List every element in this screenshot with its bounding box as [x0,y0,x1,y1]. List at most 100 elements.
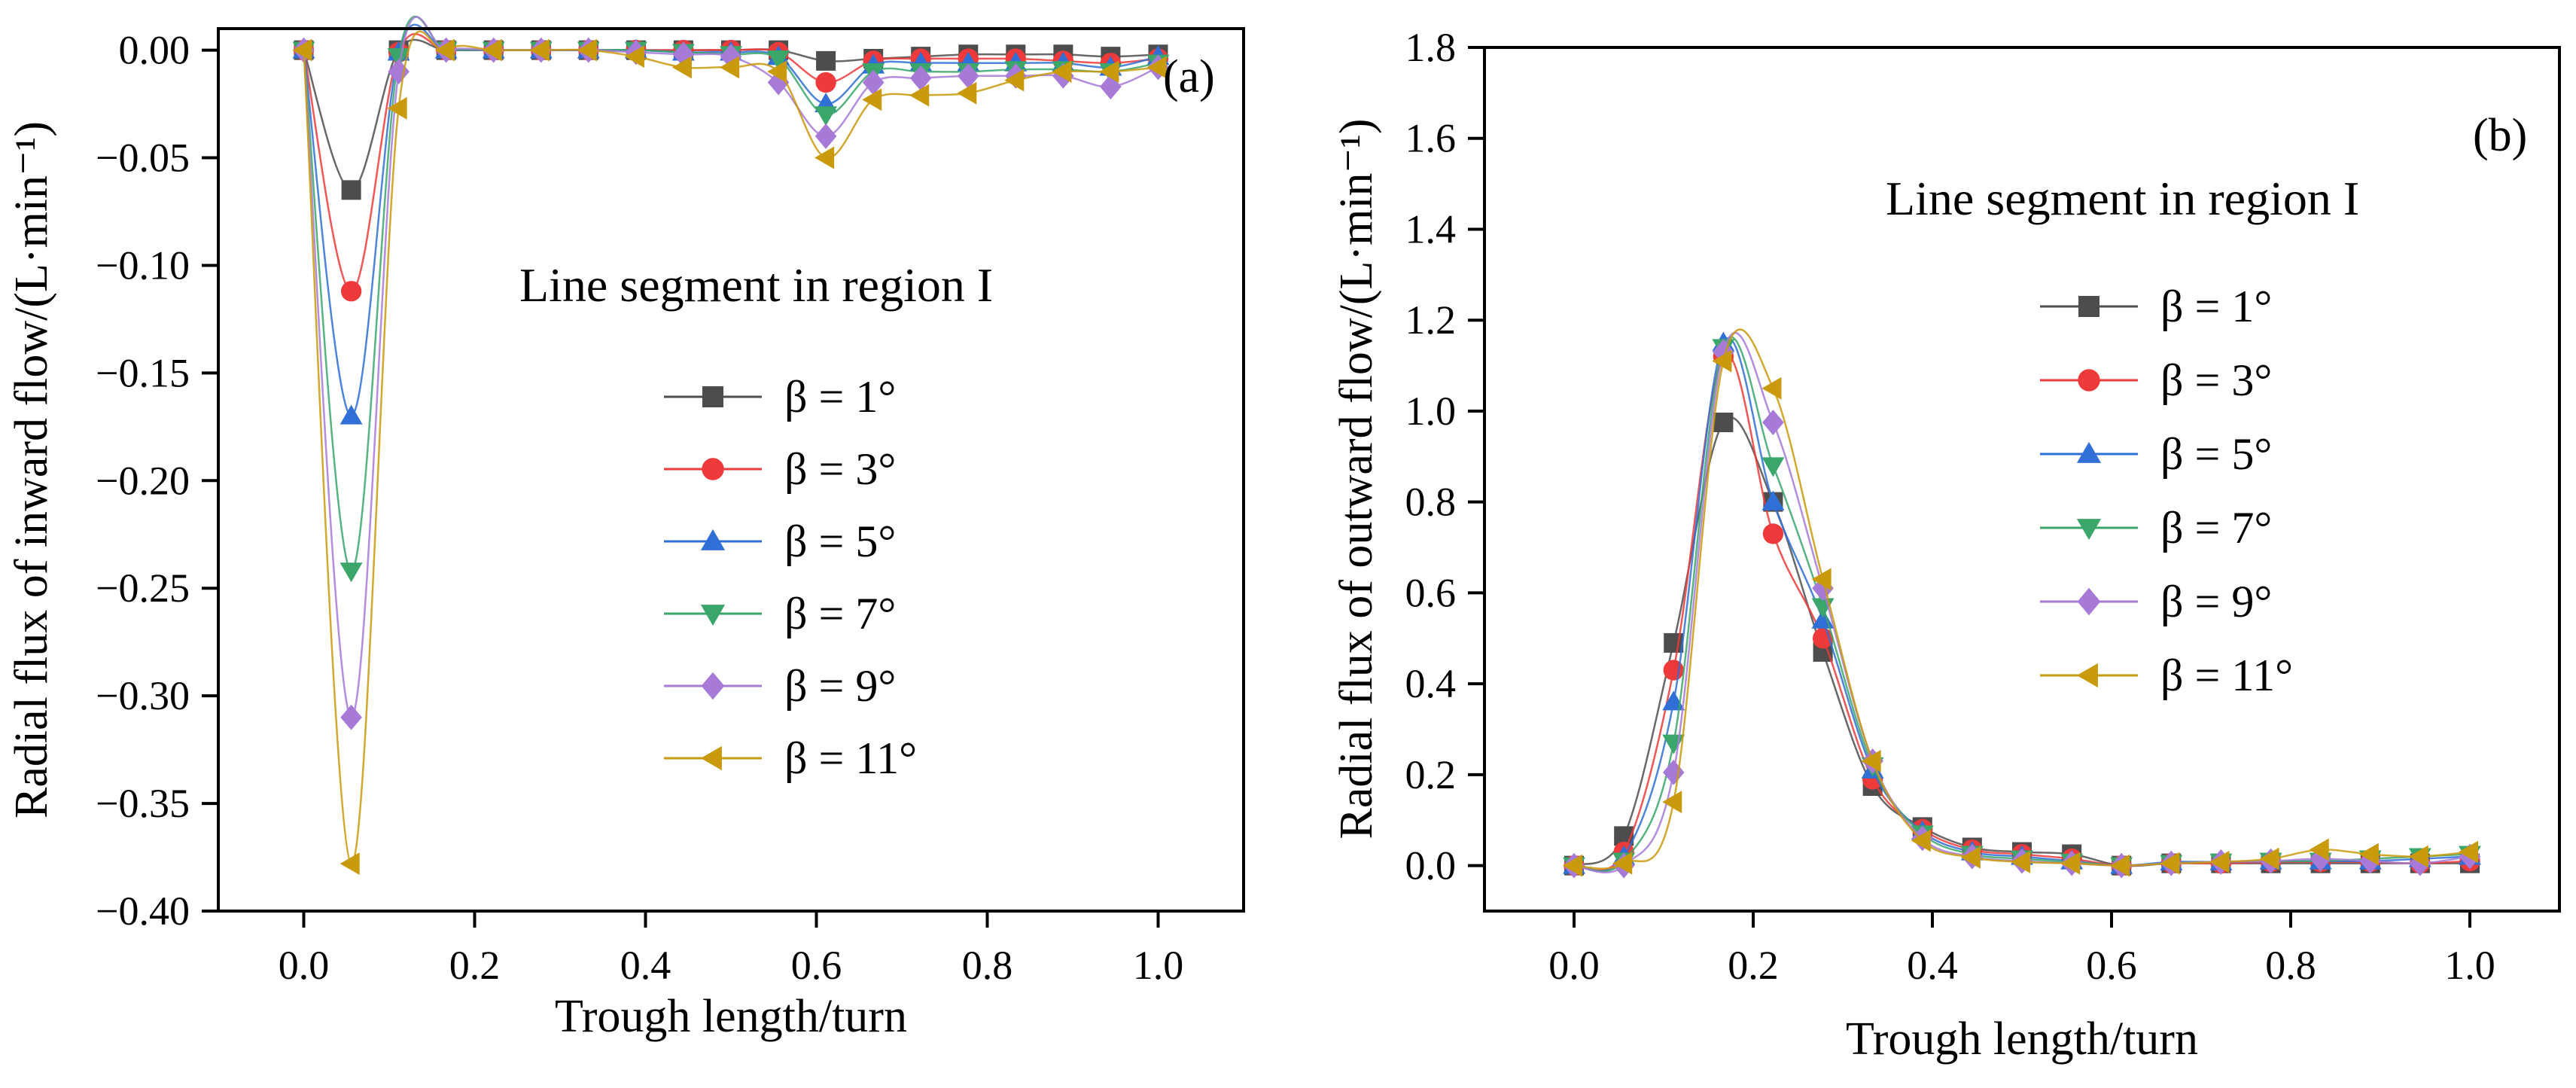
panel-b-data-point [1612,852,1633,875]
panel-b-xtick-label: 0.2 [1728,943,1779,988]
panel-b-xtick-label: 0.8 [2265,943,2316,988]
panel-a-series-3 [292,23,1170,425]
panel-b-data-point [2309,838,2329,861]
panel-b-series-line [1573,337,2471,873]
panel-a-annotation: Line segment in region I [519,258,993,312]
panel-b-data-point [1762,523,1784,544]
panel-b-data-point [2408,845,2428,868]
panel-b-ytick-label: 0.6 [1405,570,1457,615]
panel-b-data-point [1861,749,1881,773]
panel-a-ytick-label: −0.30 [96,673,190,718]
panel-b-data-point [2459,840,2479,864]
panel-a-data-point [340,404,363,425]
panel-b-frame [1483,46,2561,913]
panel-a-legend-marker [702,458,724,480]
panel-a-legend-label: β = 9° [784,661,896,711]
panel-b-xtick-label: 1.0 [2444,943,2495,988]
panel-a-data-point [340,852,360,876]
panel-a-data-point [816,50,836,71]
panel-b-ytick-label: 0.4 [1405,661,1457,706]
panel-b: 0.0 0.2 0.4 0.6 0.8 1.0 0.0 0.2 0.4 0.6 0.8 1.0 1.2 1… [1331,25,2561,1065]
panel-b-data-point [2160,852,2180,875]
panel-a-data-point [388,59,410,85]
panel-a-ytick-label: −0.15 [96,350,190,395]
panel-b-legend-marker [2078,296,2099,317]
panel-a-legend-label: β = 1° [784,372,896,422]
panel-b-series-line [1573,416,2470,867]
panel-b-series-3 [1563,331,2481,874]
panel-a-xtick-label: 0.8 [962,943,1013,988]
panel-a-tag: (a) [1163,51,1215,102]
panel-b-data-point [1662,759,1685,785]
panel-b-legend-marker [2076,441,2102,463]
panel-b-ytick-label: 1.8 [1405,25,1457,70]
panel-b-legend-label: β = 9° [2160,577,2272,626]
panel-a-data-point [767,50,790,70]
panel-a-data-point [340,562,363,583]
panel-a-data-point [767,69,790,96]
panel-a-legend-entry: β = 3° [664,444,896,494]
panel-a-ytick-label: −0.40 [96,888,190,934]
panel-b-xtick-label: 0.6 [2086,943,2137,988]
panel-a: 0.0 0.2 0.4 0.6 0.8 1.0 0.00 −0.05 −0.10 −0.15 −0.… [6,15,1245,1042]
panel-b-data-point [1911,829,1931,852]
panel-a-data-point [815,72,836,93]
panel-a-data-point [624,45,644,69]
panel-b-xtick-label: 0.0 [1548,943,1600,988]
panel-b-data-point [1762,410,1784,435]
panel-a-data-point [340,281,362,302]
panel-a-xtick-label: 0.6 [791,943,842,988]
panel-b-data-point [1664,632,1684,653]
panel-b-data-point [1811,568,1832,591]
panel-b-ytick-label: 0.8 [1405,480,1457,525]
panel-a-ytick-label: 0.00 [119,28,190,73]
panel-b-legend-label: β = 3° [2160,355,2272,405]
panel-b-data-point [1662,791,1682,814]
panel-a-data-point [1004,69,1025,92]
panel-a-data-point [434,38,455,62]
panel-a-data-point [815,123,837,149]
panel-a-legend-entry: β = 1° [664,372,896,422]
panel-a-series-line [303,30,1159,865]
panel-b-legend-marker [2077,587,2101,616]
panel-b-plot-area [1563,328,2481,879]
panel-b-data-point [1761,457,1785,477]
panel-b-legend-label: β = 5° [2160,429,2272,479]
panel-b-series-line [1573,328,2471,870]
panel-b-legend-marker [2076,519,2102,541]
panel-a-plot-area [292,15,1170,876]
panel-b-legend-entry: β = 3° [2040,355,2272,405]
panel-a-data-point [529,38,550,62]
panel-a-series-line [303,23,1159,417]
panel-a-data-point [767,60,787,84]
panel-a-data-point [340,704,362,730]
panel-b-ytick-label: 0.2 [1405,752,1457,797]
panel-a-xtick-label: 0.0 [279,943,330,988]
panel-a-legend-entry: β = 9° [664,661,896,711]
panel-b-data-point [2011,850,2031,873]
panel-a-series-6 [292,30,1167,876]
panel-b-ticks: 0.0 0.2 0.4 0.6 0.8 1.0 0.0 0.2 0.4 0.6 0.8 1.0 1.2 1… [1405,25,2495,988]
panel-a-data-point [1052,60,1072,84]
panel-b-data-point [2209,850,2230,873]
panel-b-data-point [1960,846,1981,869]
panel-a-data-point [1099,60,1119,84]
panel-a-frame [217,27,1245,913]
panel-a-data-point [957,81,977,105]
panel-b-ytick-label: 1.6 [1405,116,1457,161]
panel-a-series-line [303,16,1159,718]
panel-a-legend-label: β = 3° [784,444,896,494]
panel-b-series-4 [1563,336,2481,877]
panel-a-ticks: 0.0 0.2 0.4 0.6 0.8 1.0 0.00 −0.05 −0.10 −0.15 −0.… [96,28,1183,988]
panel-b-series-2 [1564,346,2480,876]
panel-a-legend: β = 1° β = 3° β = 5° β = 7° β = 9° β = 11° [664,372,917,783]
panel-b-ytick-label: 1.4 [1405,206,1457,251]
panel-b-data-point [1563,854,1583,877]
panel-b-series-6 [1563,328,2479,877]
panel-b-data-point [2110,854,2130,877]
panel-a-legend-marker [701,672,725,700]
panel-a-data-point [862,88,882,111]
panel-a-xtick-label: 0.2 [449,943,501,988]
panel-b-annotation: Line segment in region I [1886,172,2359,225]
panel-a-ylabel: Radial flux of inward flow/(L·min⁻¹) [6,121,57,818]
